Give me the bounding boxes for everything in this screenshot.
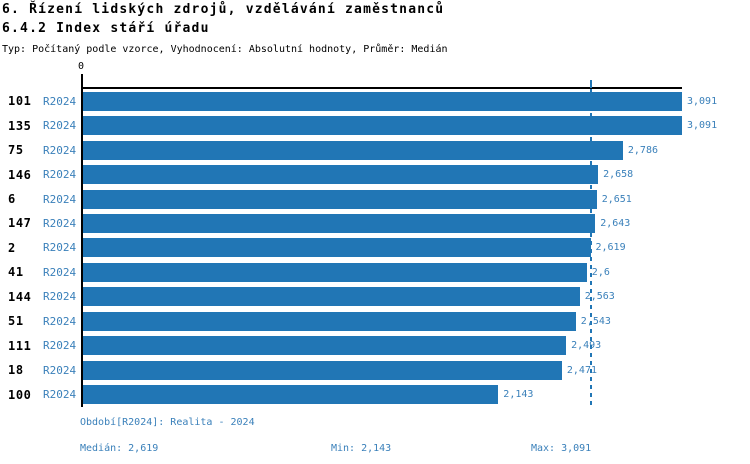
row-code-label: 51 [8,314,24,329]
bar-value-label: 2,658 [603,169,634,181]
value-bar [83,385,499,405]
bar-value-label: 2,563 [584,291,615,303]
row-code-label: 144 [8,289,32,304]
footer-period-text: Období[R2024]: Realita - 2024 [80,417,255,428]
value-bar [83,165,599,185]
bar-value-label: 2,6 [591,266,610,278]
row-period-label: R2024 [43,265,77,279]
row-period-label: R2024 [43,388,77,402]
page-title: 6. Řízení lidských zdrojů, vzdělávání za… [2,2,445,17]
bar-row: 41 R2024 2,6 [0,260,750,284]
row-code-label: 147 [8,216,32,231]
bar-row: 75 R2024 2,786 [0,138,750,162]
bar-value-label: 2,786 [627,144,658,156]
bar-row: 51 R2024 2,543 [0,309,750,333]
median-gridline [589,89,592,405]
row-code-label: 18 [8,363,24,378]
row-period-label: R2024 [43,192,77,206]
x-axis-zero-tick [81,74,83,88]
bar-value-label: 2,619 [595,242,626,254]
bar-row: 111 R2024 2,493 [0,334,750,358]
bar-row: 144 R2024 2,563 [0,285,750,309]
bar-rows-container: 101 R2024 3,091 135 R2024 3,091 75 R2024… [0,89,750,407]
row-period-label: R2024 [43,168,77,182]
value-bar [83,287,580,307]
bar-row: 6 R2024 2,651 [0,187,750,211]
row-code-label: 135 [8,118,32,133]
footer-min-text: Min: 2,143 [331,443,392,454]
bar-row: 147 R2024 2,643 [0,211,750,235]
value-bar [83,311,576,331]
bar-value-label: 2,493 [571,340,602,352]
row-code-label: 100 [8,387,32,402]
row-period-label: R2024 [43,143,77,157]
row-code-label: 111 [8,338,32,353]
row-period-label: R2024 [43,363,77,377]
footer-median-text: Medián: 2,619 [80,443,159,454]
row-code-label: 146 [8,167,32,182]
value-bar [83,336,567,356]
bar-row: 100 R2024 2,143 [0,382,750,406]
median-tick [589,80,592,88]
row-code-label: 6 [8,192,16,207]
row-period-label: R2024 [43,314,77,328]
chart-meta-line: Typ: Počítaný podle vzorce, Vyhodnocení:… [2,44,448,55]
row-period-label: R2024 [43,339,77,353]
value-bar [83,262,587,282]
row-period-label: R2024 [43,94,77,108]
value-bar [83,189,597,209]
value-bar [83,116,682,136]
y-axis-line [81,87,83,407]
bar-row: 101 R2024 3,091 [0,89,750,113]
row-code-label: 2 [8,240,16,255]
value-bar [83,213,596,233]
page-subtitle: 6.4.2 Index stáří úřadu [2,21,210,36]
row-period-label: R2024 [43,241,77,255]
row-period-label: R2024 [43,290,77,304]
row-period-label: R2024 [43,119,77,133]
bar-row: 146 R2024 2,658 [0,162,750,186]
bar-value-label: 2,543 [580,315,611,327]
value-bar [83,238,591,258]
bar-row: 135 R2024 3,091 [0,113,750,137]
row-period-label: R2024 [43,216,77,230]
value-bar [83,91,682,111]
footer-max-text: Max: 3,091 [531,443,592,454]
value-bar [83,360,562,380]
x-axis-zero-label: 0 [77,61,85,72]
bar-row: 18 R2024 2,471 [0,358,750,382]
bar-value-label: 2,471 [566,364,597,376]
row-code-label: 75 [8,143,24,158]
bar-value-label: 2,643 [600,217,631,229]
row-code-label: 41 [8,265,24,280]
row-code-label: 101 [8,94,32,109]
bar-row: 2 R2024 2,619 [0,236,750,260]
value-bar [83,140,623,160]
bar-value-label: 2,143 [503,389,534,401]
bar-value-label: 3,091 [687,95,718,107]
x-axis-line [81,87,682,89]
bar-value-label: 2,651 [601,193,632,205]
bar-value-label: 3,091 [687,120,718,132]
